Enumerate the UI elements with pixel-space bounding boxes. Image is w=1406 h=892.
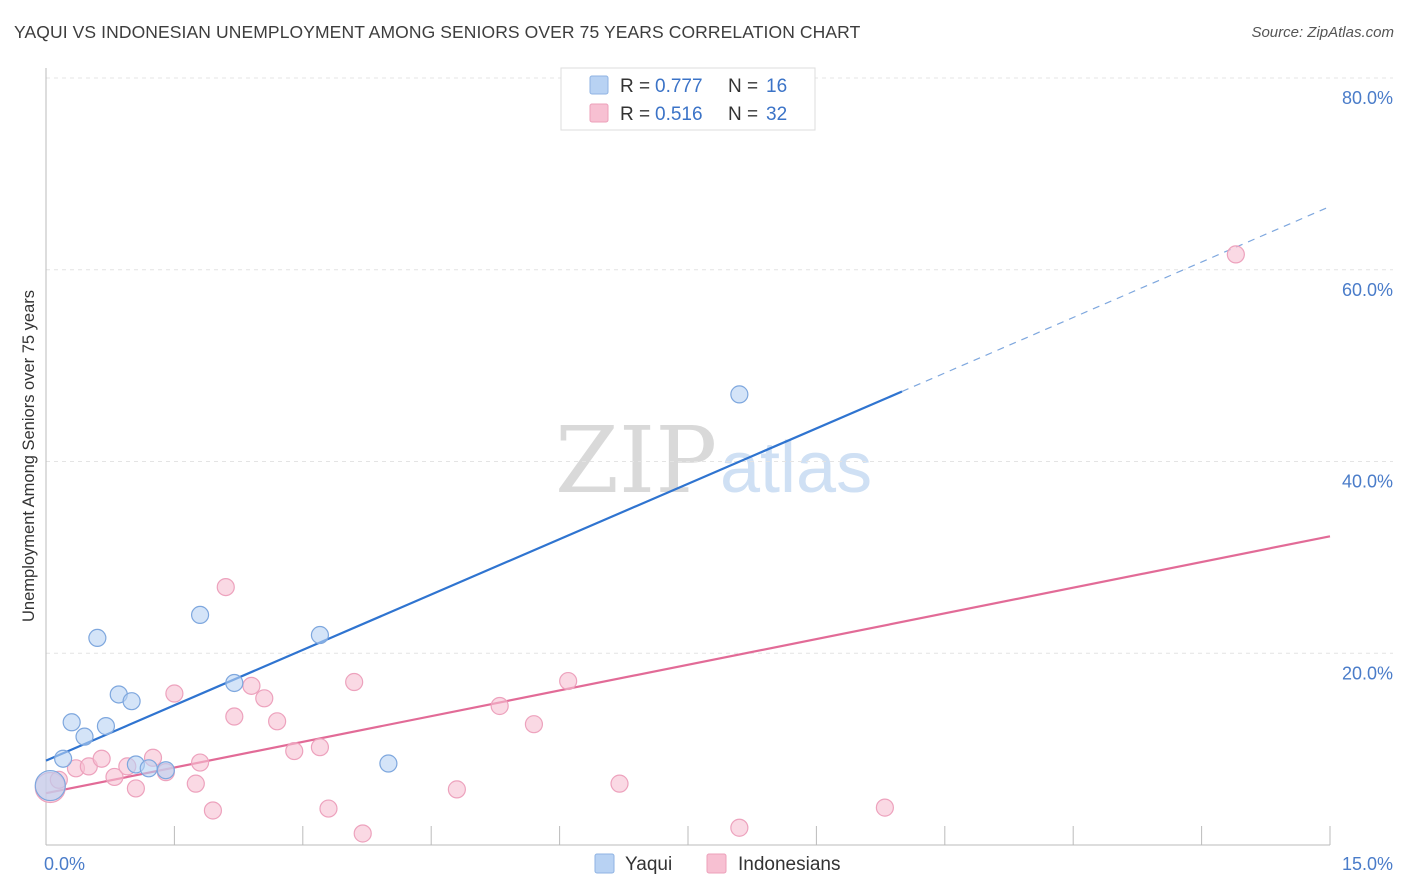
yaqui-point-9 [139,759,158,778]
gridlines [46,77,1393,654]
legend-r-label-indonesians: R = [620,104,650,125]
x-tick-label-max: 15.0% [1342,854,1393,874]
legend-n-label-indonesians: N = [728,104,758,125]
legend-n-value-indonesians: 32 [766,104,787,125]
indonesian-point-29 [730,818,749,837]
yaqui-point-11 [190,605,210,625]
bottom-legend-indonesians: Indonesians [738,854,840,875]
correlation-legend: R = 0.777 N = 16 R = 0.516 N = 32 [560,67,816,131]
yaqui-trend-extension [901,205,1331,393]
indonesian-point-26 [524,715,544,734]
source-label: Source: ZipAtlas.com [1251,24,1394,41]
indonesian-point-11 [186,774,205,793]
yaqui-point-7 [122,692,141,711]
yaqui-point-0 [34,769,66,802]
yaqui-point-1 [54,749,73,768]
indonesian-point-21 [319,799,338,818]
indonesian-point-18 [268,712,287,731]
yaqui-point-14 [379,754,398,773]
yaqui-point-5 [96,717,116,736]
legend-n-label-yaqui: N = [728,76,758,97]
watermark-zip: ZIP [555,407,717,514]
y-tick-label-60: 60.0% [1342,280,1393,300]
indonesian-point-15 [225,707,244,726]
indonesian-point-30 [875,798,894,817]
bottom-legend-swatch-yaqui [594,853,615,874]
indonesian-point-25 [490,696,509,716]
yaqui-point-13 [310,625,330,645]
legend-swatch-yaqui [589,75,609,95]
indonesian-point-24 [447,780,466,799]
bottom-legend-yaqui: Yaqui [625,854,672,875]
indonesian-point-31 [1226,245,1245,264]
x-tick-label-min: 0.0% [44,854,85,874]
indonesian-point-14 [216,577,235,597]
legend-r-value-indonesians: 0.516 [655,104,703,125]
indonesian-point-22 [345,672,364,692]
yaqui-point-2 [62,713,81,732]
yaqui-point-3 [75,727,94,746]
watermark-atlas: atlas [720,428,872,508]
indonesians-trend-line [45,535,1331,795]
indonesian-point-17 [255,689,274,708]
axes [45,68,1331,846]
indonesian-point-10 [165,684,184,703]
legend-r-label-yaqui: R = [620,76,650,97]
data-points [34,245,1245,843]
y-tick-label-40: 40.0% [1342,472,1393,492]
indonesian-point-13 [203,801,223,820]
watermark: ZIP atlas [555,407,872,514]
yaqui-point-15 [730,385,749,404]
indonesian-point-12 [190,753,210,772]
chart-title: YAQUI VS INDONESIAN UNEMPLOYMENT AMONG S… [14,22,861,42]
indonesian-point-4 [92,749,111,768]
yaqui-point-4 [88,628,107,648]
yaqui-point-10 [156,761,175,780]
indonesian-point-16 [242,676,261,695]
legend-r-value-yaqui: 0.777 [655,76,703,97]
series-legend: Yaqui Indonesians [594,853,840,875]
legend-n-value-yaqui: 16 [766,76,787,97]
trend-lines [45,205,1331,795]
yaqui-trend-line [45,390,903,762]
yaqui-point-12 [225,673,244,693]
indonesian-point-19 [285,741,304,761]
y-tick-label-20: 20.0% [1342,663,1393,683]
y-axis-label: Unemployment Among Seniors over 75 years [20,290,38,622]
indonesian-point-23 [353,824,372,843]
indonesian-point-27 [559,671,578,691]
indonesian-point-28 [610,774,629,793]
bottom-legend-swatch-indonesians [706,853,727,874]
indonesian-point-7 [126,779,145,798]
legend-swatch-indonesians [589,103,609,123]
indonesian-point-20 [310,738,330,757]
indonesian-point-5 [105,767,124,787]
tick-labels: 20.0% 40.0% 60.0% 80.0% 0.0% 15.0% [44,88,1393,874]
y-tick-label-80: 80.0% [1342,88,1393,108]
